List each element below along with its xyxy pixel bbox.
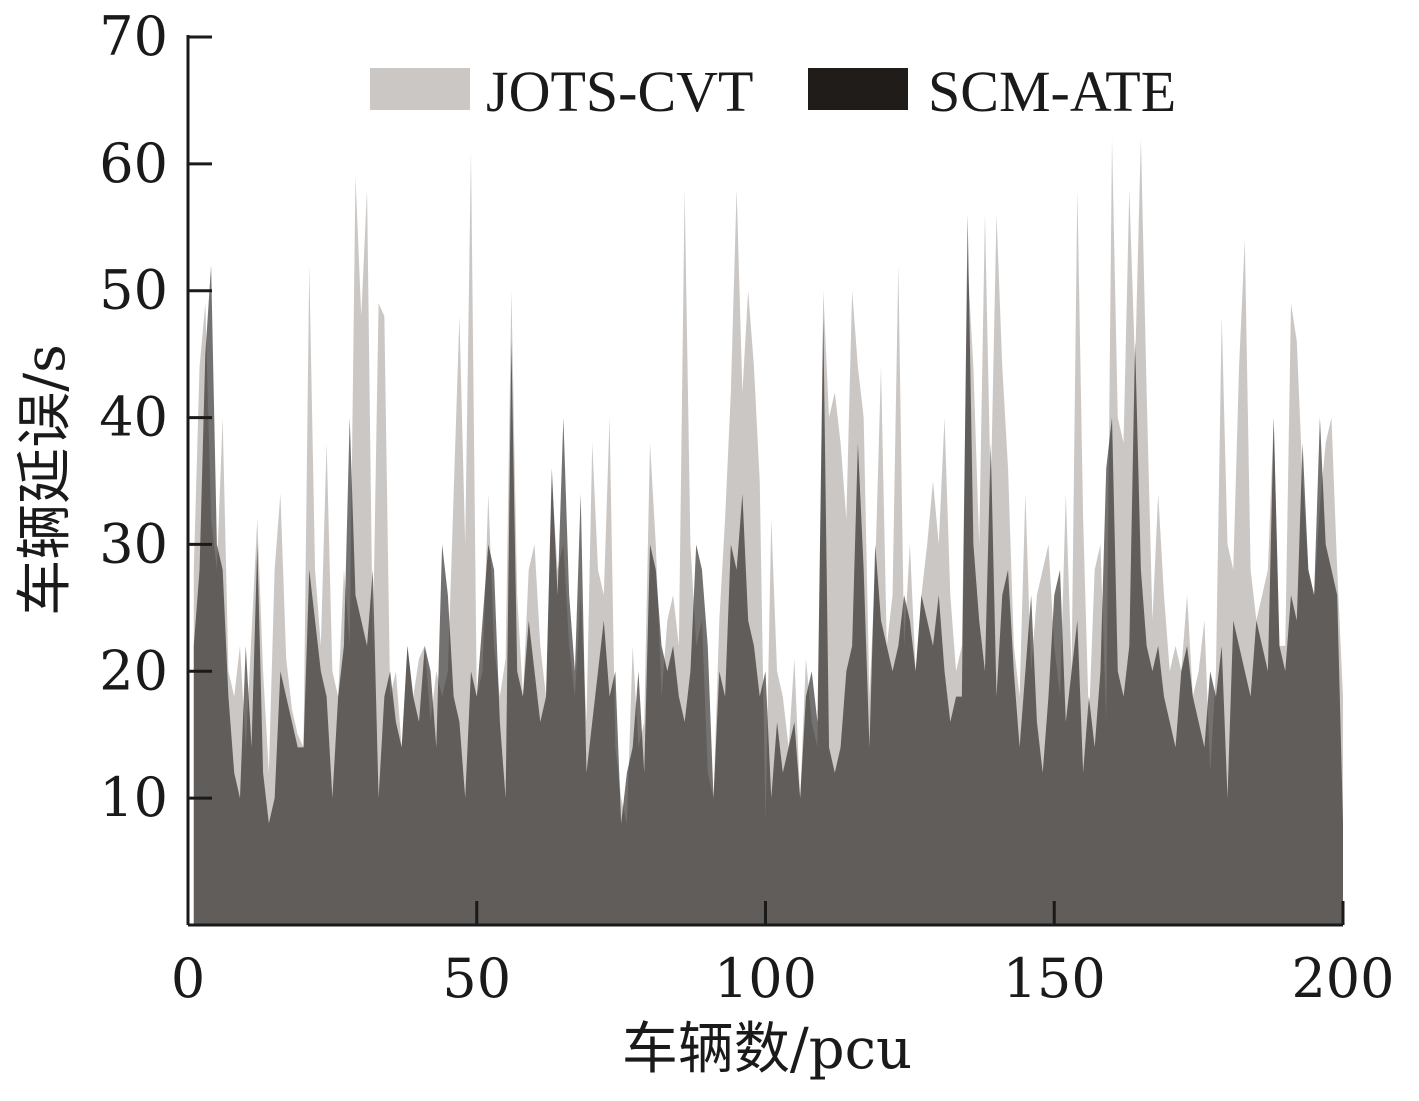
area-series-scm-ate (193, 214, 1343, 926)
y-tick-label: 40 (99, 386, 168, 449)
y-tick-label: 60 (99, 132, 168, 195)
x-tick-label: 0 (171, 947, 205, 1010)
x-axis-title: 车辆数/pcu (622, 1017, 912, 1082)
y-tick-label: 10 (99, 766, 168, 829)
plot-areas (193, 138, 1343, 926)
legend: JOTS-CVT SCM-ATE (370, 59, 1176, 124)
legend-swatch-jots-cvt (370, 68, 470, 110)
y-tick-label: 50 (99, 259, 168, 322)
y-tick-label: 20 (99, 639, 168, 702)
legend-label-scm-ate: SCM-ATE (928, 59, 1176, 124)
x-tick-label: 200 (1291, 947, 1394, 1010)
x-tick-label: 100 (714, 947, 817, 1010)
axes: 10 20 30 40 50 60 70 0 50 100 150 200 (99, 5, 1394, 1010)
x-tick-label: 50 (442, 947, 511, 1010)
x-tick-label: 150 (1003, 947, 1106, 1010)
y-tick-label: 70 (99, 5, 168, 68)
legend-swatch-scm-ate (808, 68, 908, 110)
y-tick-label: 30 (99, 512, 168, 575)
legend-label-jots-cvt: JOTS-CVT (486, 59, 753, 124)
y-axis-title: 车辆延误/s (13, 344, 78, 616)
